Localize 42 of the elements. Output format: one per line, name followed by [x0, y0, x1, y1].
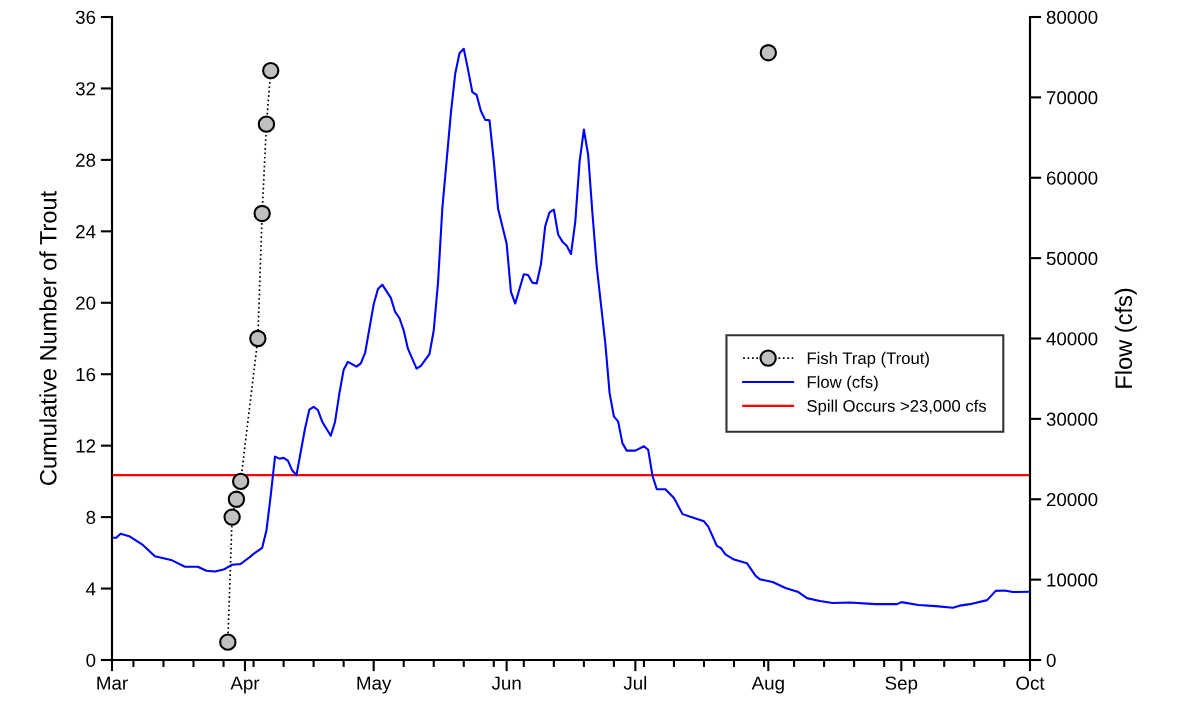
y-tick-label: 36: [75, 10, 96, 24]
point: [759, 44, 778, 62]
legend-label: Fish Trap (Trout): [807, 351, 929, 368]
y2-tick-label: 60000: [1046, 171, 1098, 185]
y-axis-title: Cumulative Number of Trout: [39, 191, 57, 485]
y-tick-label: 32: [75, 82, 96, 96]
x-tick-label: Mar: [97, 676, 128, 690]
y2-axis-title: Flow (cfs): [1114, 288, 1137, 388]
y-tick-label: 4: [86, 582, 96, 596]
point: [253, 204, 271, 223]
x-tick-label: Aug: [751, 676, 784, 694]
y2-tick-label: 50000: [1046, 251, 1098, 266]
x-tick-label: Oct: [1016, 676, 1045, 690]
y-tick-label: 0: [86, 653, 96, 667]
y2-tick-label: 20000: [1046, 492, 1098, 507]
legend-label: Spill Occurs >23,000 cfs: [807, 399, 987, 416]
x-tick-label: Jun: [491, 676, 521, 690]
y-tick-label: 12: [76, 439, 96, 453]
y-tick-label: 28: [76, 153, 96, 167]
point: [223, 508, 241, 526]
y-tick-label: 16: [76, 367, 96, 382]
legend-label: Flow (cfs): [807, 375, 878, 392]
y2-tick-label: 80000: [1046, 10, 1098, 24]
point: [249, 329, 267, 348]
x-tick-label: Sep: [885, 676, 918, 694]
y-tick-label: 8: [86, 510, 96, 525]
point: [227, 490, 246, 508]
point: [232, 472, 250, 491]
x-tick-label: Jul: [623, 675, 647, 690]
y-tick-label: 24: [76, 225, 96, 239]
y2-tick-label: 30000: [1046, 412, 1098, 426]
y2-tick-label: 10000: [1047, 573, 1098, 587]
y2-tick-label: 0: [1046, 653, 1056, 667]
x-tick-label: May: [357, 676, 392, 694]
point: [219, 633, 237, 651]
y2-tick-label: 70000: [1046, 91, 1098, 105]
x-tick-label: Apr: [230, 676, 260, 694]
y2-tick-label: 40000: [1046, 332, 1098, 346]
line-series: [112, 47, 1030, 609]
y-tick-label: 20: [76, 296, 96, 310]
point: [262, 61, 280, 80]
point: [257, 115, 276, 133]
